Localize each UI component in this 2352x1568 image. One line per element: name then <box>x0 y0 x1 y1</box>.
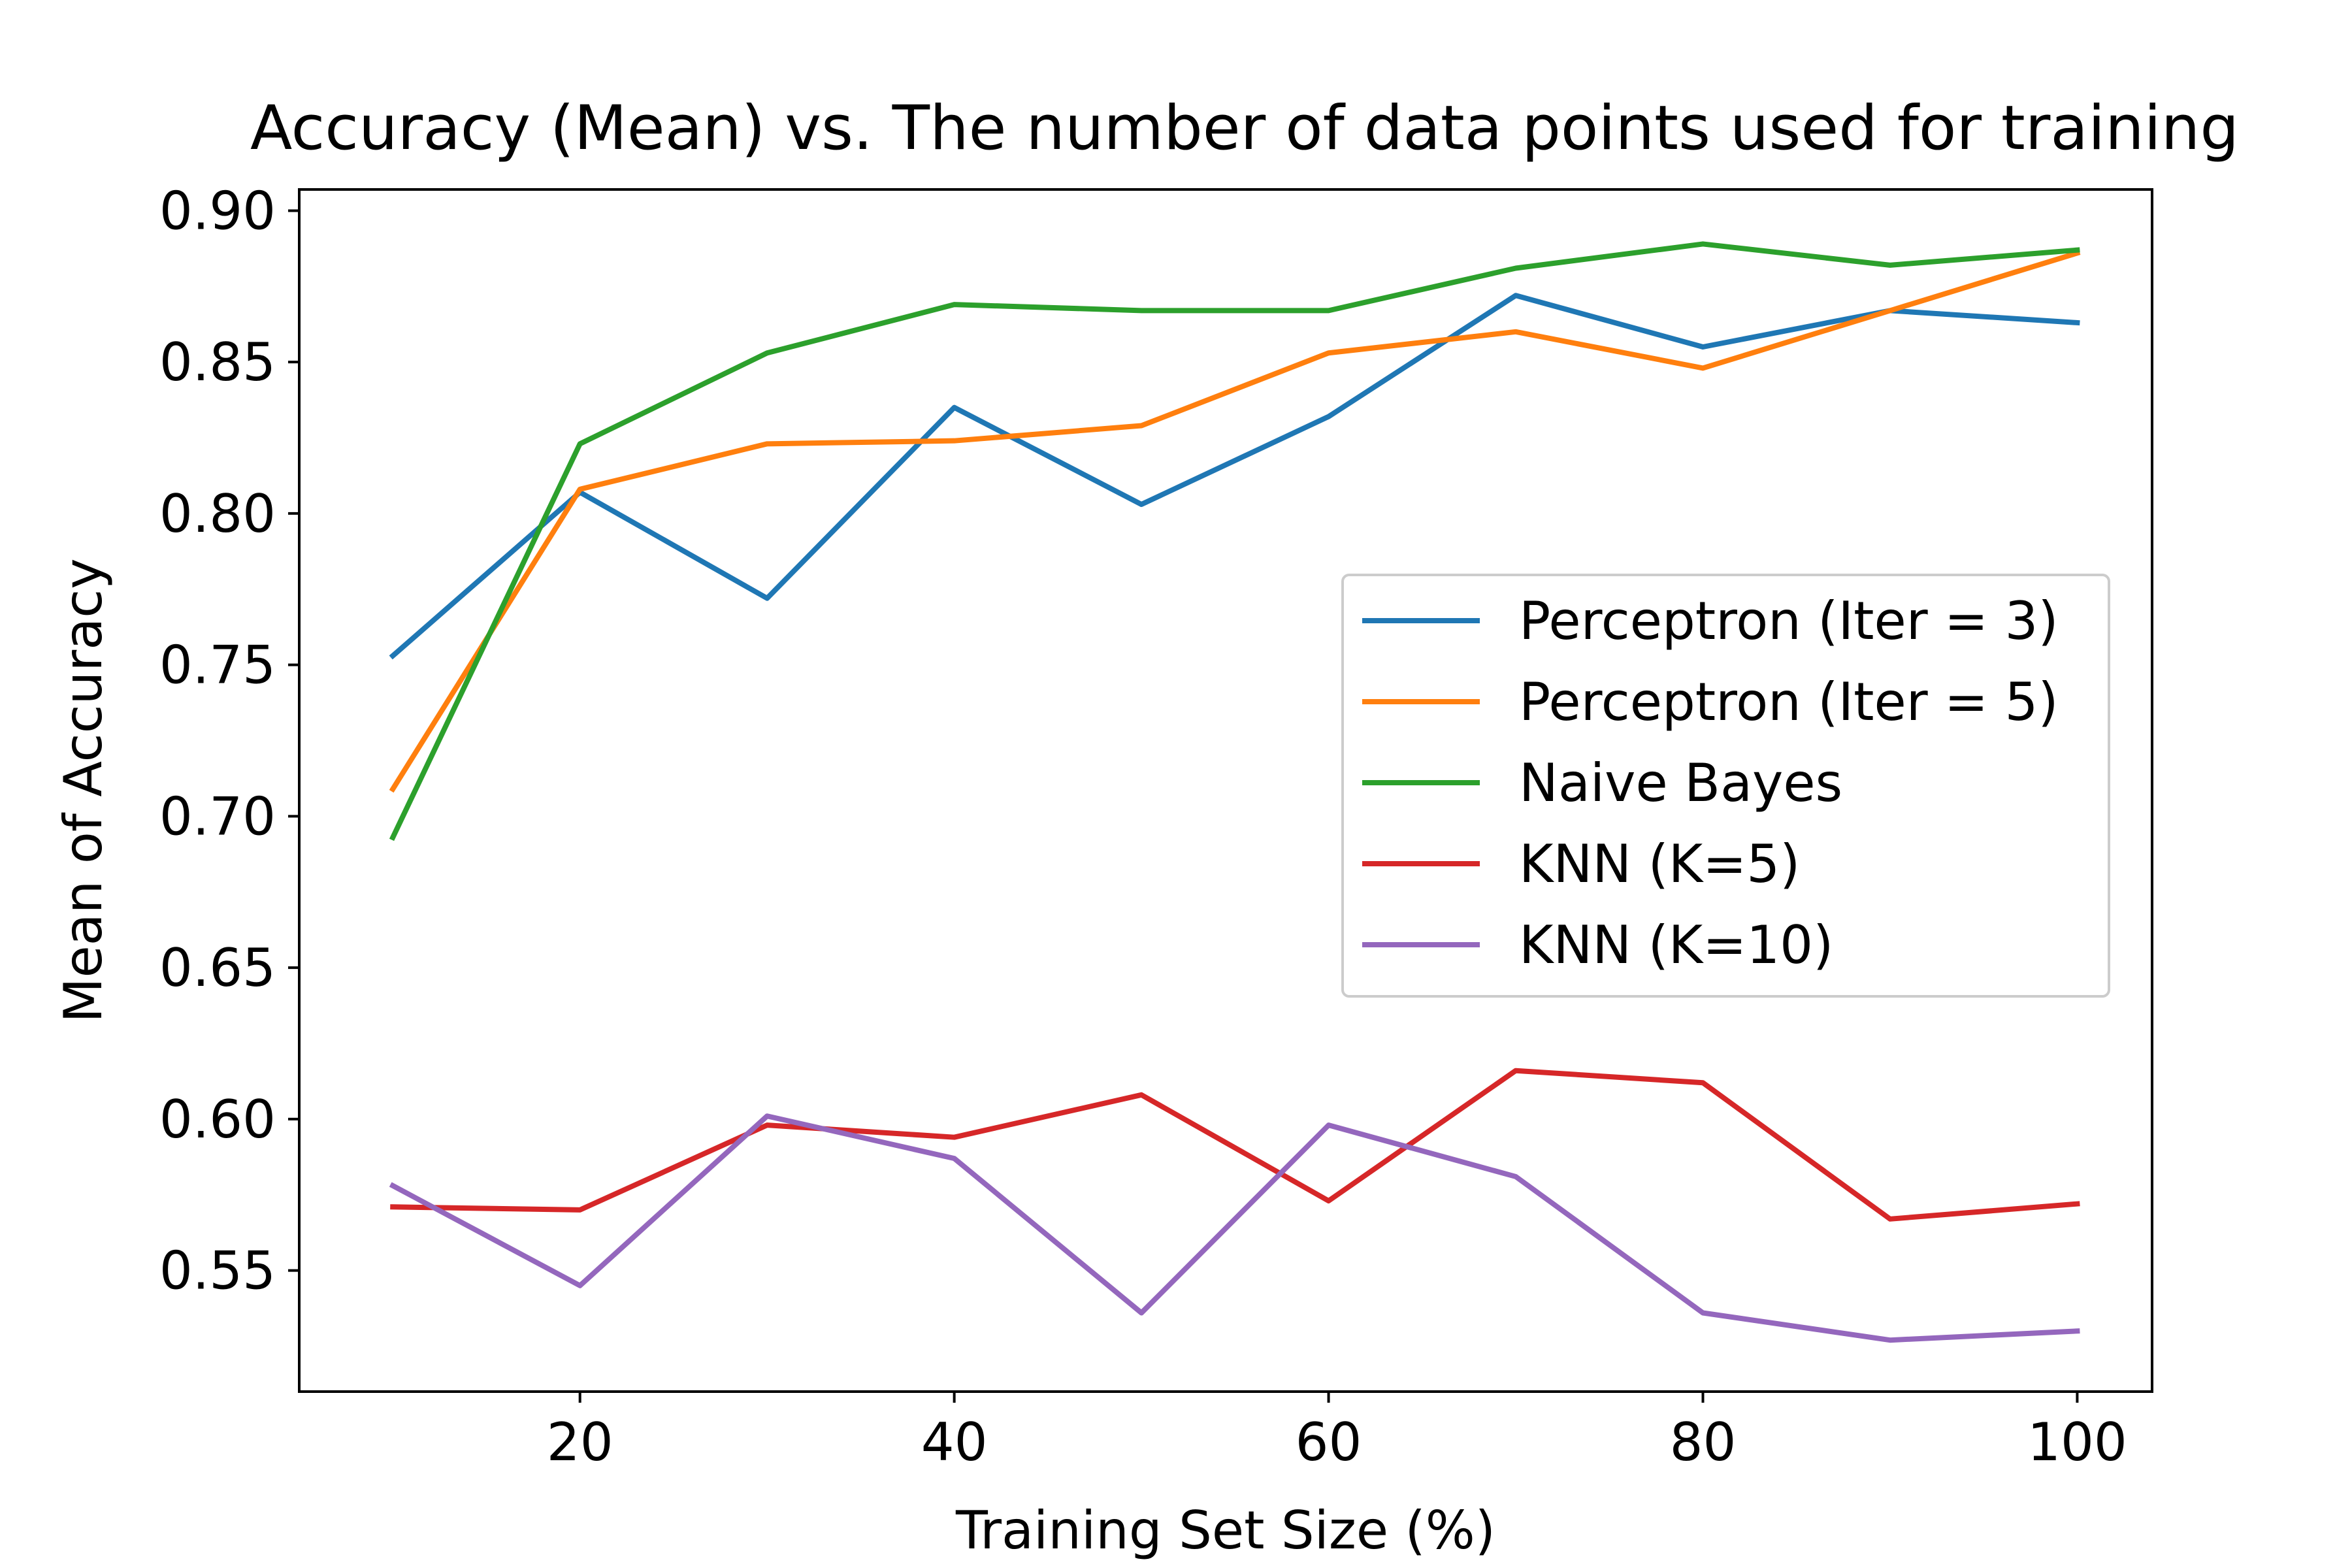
y-tick-label: 0.60 <box>159 1089 276 1150</box>
legend-label-5: KNN (K=10) <box>1519 915 1833 975</box>
series-line-2 <box>389 250 2081 793</box>
y-tick-label: 0.80 <box>159 483 276 544</box>
series-line-1 <box>389 293 2080 660</box>
x-tick-label: 100 <box>2027 1412 2127 1473</box>
y-axis: 0.55 0.60 0.65 0.70 0.75 0.80 0.85 0.90 <box>159 180 299 1301</box>
x-tick-label: 20 <box>547 1412 613 1473</box>
legend: Perceptron (Iter = 3) Perceptron (Iter = … <box>1341 574 2110 998</box>
y-tick-label: 0.75 <box>159 635 276 696</box>
x-tick-label: 60 <box>1296 1412 1362 1473</box>
x-tick-label: 80 <box>1670 1412 1737 1473</box>
y-tick-label: 0.70 <box>159 786 276 847</box>
legend-label-3: Naive Bayes <box>1519 753 1842 813</box>
series-line-5 <box>389 1113 2080 1343</box>
legend-label-1: Perceptron (Iter = 3) <box>1519 591 2059 651</box>
chart-title: Accuracy (Mean) vs. The number of data p… <box>250 93 2239 164</box>
y-tick-label: 0.55 <box>159 1241 276 1301</box>
y-tick-label: 0.85 <box>159 332 276 393</box>
plot-frame <box>298 188 2153 1393</box>
series-line-4 <box>390 1068 2080 1222</box>
x-tick-label: 40 <box>921 1412 988 1473</box>
legend-frame <box>1341 574 2110 998</box>
x-axis-label: Training Set Size (%) <box>955 1500 1495 1561</box>
y-tick-label: 0.90 <box>159 180 276 241</box>
legend-label-2: Perceptron (Iter = 5) <box>1519 672 2059 732</box>
plot-area <box>389 241 2081 1343</box>
legend-label-4: KNN (K=5) <box>1519 834 1800 894</box>
x-axis: 20 40 60 80 100 <box>547 1392 2127 1473</box>
y-tick-label: 0.65 <box>159 938 276 998</box>
series-line-3 <box>389 241 2080 841</box>
y-axis-label: Mean of Accuracy <box>53 558 114 1022</box>
